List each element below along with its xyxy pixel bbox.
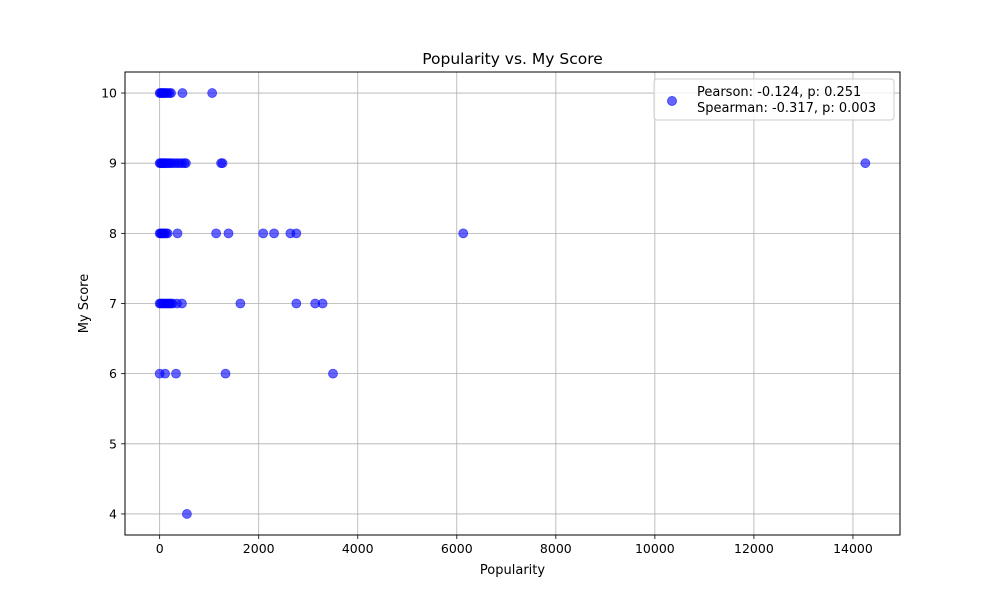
data-point	[235, 298, 246, 309]
data-point	[291, 228, 302, 239]
legend: Pearson: -0.124, p: 0.251 Spearman: -0.3…	[653, 78, 895, 121]
data-point	[172, 228, 183, 239]
data-point	[177, 298, 187, 309]
data-point	[171, 368, 181, 379]
data-point	[182, 509, 192, 519]
data-point	[291, 298, 302, 309]
data-point	[177, 88, 188, 98]
legend-line-pearson: Pearson: -0.124, p: 0.251	[697, 85, 861, 100]
y-tick-label: 6	[109, 366, 117, 381]
data-point	[181, 158, 191, 169]
data-point	[860, 158, 871, 169]
data-point	[207, 88, 218, 98]
x-tick-label: 12000	[734, 541, 774, 556]
y-tick-label: 7	[109, 296, 117, 311]
data-point	[458, 228, 469, 239]
x-tick-label: 4000	[342, 541, 374, 556]
x-tick-label: 8000	[540, 541, 572, 556]
data-point	[220, 368, 231, 379]
data-point	[162, 228, 173, 239]
data-point	[160, 368, 171, 379]
data-point	[269, 228, 279, 239]
data-point	[328, 368, 338, 379]
grid	[125, 72, 900, 535]
data-point	[317, 298, 328, 309]
x-tick-label: 10000	[635, 541, 675, 556]
data-point	[166, 88, 176, 98]
y-tick-label: 5	[109, 436, 117, 451]
data-point	[223, 228, 234, 239]
y-tick-label: 4	[109, 506, 117, 521]
legend-line-spearman: Spearman: -0.317, p: 0.003	[697, 101, 876, 116]
x-tick-label: 6000	[441, 541, 473, 556]
data-points	[154, 88, 871, 519]
x-tick-label: 0	[156, 541, 164, 556]
legend-marker	[667, 96, 677, 106]
y-tick-label: 8	[109, 226, 117, 241]
y-axis-label: My Score	[77, 274, 92, 333]
data-point	[211, 228, 222, 239]
y-axis-ticks: 4 5 6 7 8 9 10	[101, 86, 125, 521]
x-axis-label: Popularity	[480, 563, 545, 578]
legend-box	[653, 78, 895, 121]
x-tick-label: 2000	[243, 541, 275, 556]
chart-title: Popularity vs. My Score	[422, 50, 603, 68]
y-tick-label: 9	[109, 156, 117, 171]
y-tick-label: 10	[101, 86, 117, 101]
x-axis-ticks: 0 2000 4000 6000 8000 10000 12000 14000	[156, 535, 873, 556]
data-point	[258, 228, 269, 239]
x-tick-label: 14000	[833, 541, 873, 556]
data-point	[217, 158, 228, 169]
